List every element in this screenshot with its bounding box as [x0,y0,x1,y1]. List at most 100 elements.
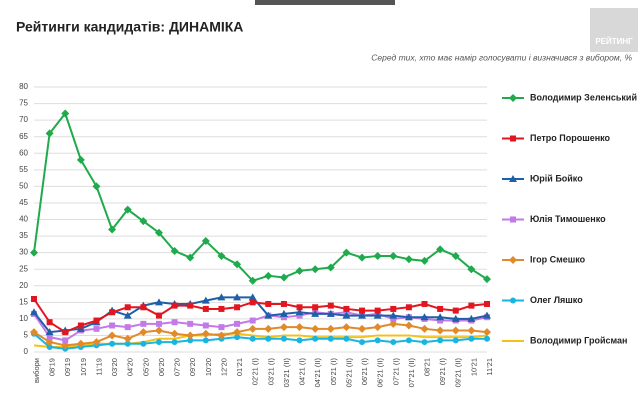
y-tick-label: 55 [19,165,28,174]
legend-marker [510,216,516,223]
data-point [234,320,241,327]
legend-marker [509,94,517,102]
data-point [171,302,178,309]
data-point [468,302,475,309]
subtitle: Серед тих, хто має намір голосувати і ви… [371,52,632,62]
data-point [373,251,382,260]
y-tick-label: 50 [19,181,28,190]
data-point [217,331,226,340]
data-point [373,311,382,319]
x-tick-label: 06'21 (II) [376,358,385,388]
x-tick-label: 03'20 [110,358,119,376]
data-point [265,335,272,342]
data-point [295,266,304,275]
legend-marker [509,175,517,182]
data-point [311,309,320,317]
data-point [359,307,366,314]
legend-marker [509,256,517,264]
y-tick-label: 20 [19,281,28,290]
y-tick-label: 70 [19,115,28,124]
data-point [358,324,367,333]
data-point [201,237,210,246]
x-tick-label: 09'21 (II) [454,358,463,388]
data-point [358,311,367,319]
data-point [93,317,100,324]
data-point [187,320,194,327]
data-point [46,319,53,326]
data-point [234,304,241,311]
data-point [404,321,413,330]
y-tick-label: 35 [19,231,28,240]
legend-label: Юрій Бойко [530,173,583,183]
data-point [139,328,148,337]
data-point [108,331,117,340]
data-point [45,129,54,138]
data-point [404,255,413,264]
data-point [124,340,131,347]
top-bar [255,0,395,5]
data-point [437,337,444,344]
data-point [389,251,398,260]
data-point [312,335,319,342]
data-point [233,260,242,269]
data-point [279,309,288,317]
data-point [170,329,179,338]
data-point [92,182,101,191]
data-point [249,317,256,324]
data-point [327,335,334,342]
data-point [311,265,320,274]
data-point [123,334,132,343]
data-point [358,253,367,262]
data-point [373,323,382,332]
y-tick-label: 40 [19,215,28,224]
x-tick-label: 06'20 [157,358,166,376]
data-point [280,300,287,307]
data-point [187,337,194,344]
data-point [452,337,459,344]
data-point [483,311,491,319]
x-tick-label: 03'21 (I) [266,357,275,385]
data-point [140,340,147,347]
x-tick-label: 05'20 [141,358,150,376]
data-point [62,329,69,336]
data-point [342,311,351,319]
x-tick-label: 04'21 (II) [313,358,322,388]
data-point [202,322,209,329]
data-point [326,263,335,272]
data-point [233,328,242,337]
legend-label: Володимир Зеленський [530,92,637,102]
y-tick-label: 75 [19,99,28,108]
data-point [359,339,366,346]
data-point [248,324,257,333]
x-tick-label: 11'19 [94,358,103,376]
data-point [468,335,475,342]
logo-box [590,8,638,52]
x-tick-label: 03'21 (II) [282,358,291,388]
data-point [154,298,163,306]
data-point [139,217,148,226]
data-point [390,339,397,346]
x-tick-label: 05'21 (I) [329,357,338,385]
data-point [202,337,209,344]
data-point [62,337,69,344]
data-point [77,322,84,329]
data-point [451,326,460,335]
legend-label: Юлія Тимошенко [530,214,606,224]
data-point [124,324,131,331]
data-point [420,324,429,333]
x-tick-label: 01'21 [235,358,244,376]
x-tick-label: вибори [32,358,41,383]
data-point [30,308,38,316]
data-point [108,225,117,234]
data-point [265,300,272,307]
y-tick-label: 45 [19,198,28,207]
data-point [218,324,225,331]
data-point [343,335,350,342]
x-tick-label: 08'19 [48,358,57,376]
data-point [483,275,491,284]
data-point [249,335,256,342]
data-point [420,313,429,321]
x-tick-label: 07'21 (I) [391,357,400,385]
data-point [109,322,116,329]
